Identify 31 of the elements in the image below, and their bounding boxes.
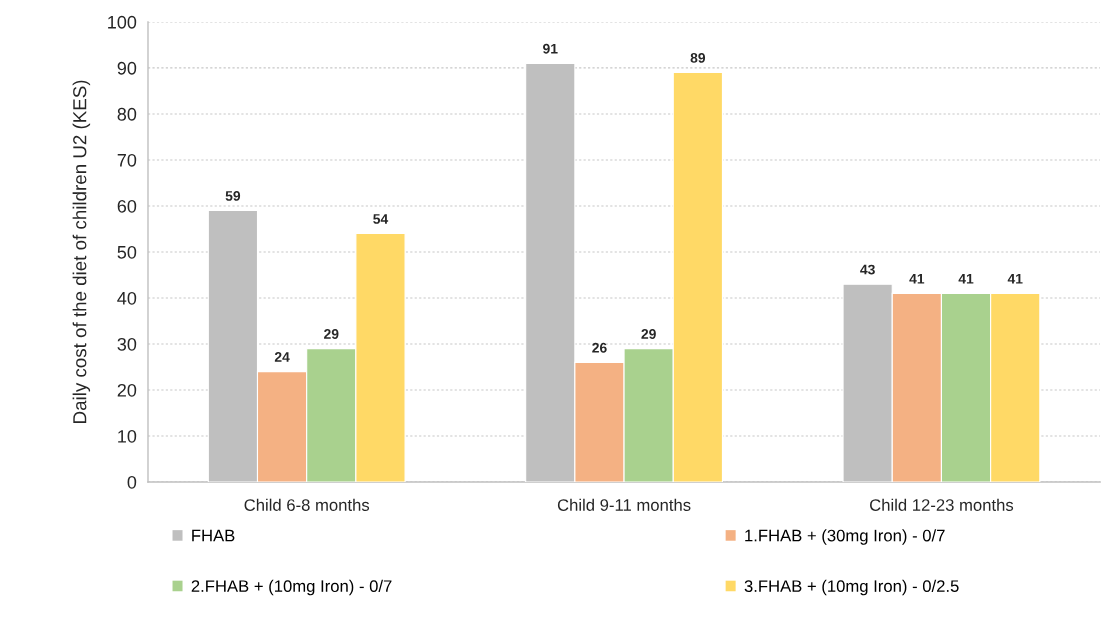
y-tick-label: 100	[108, 15, 137, 29]
data-label: 29	[324, 329, 339, 339]
data-label: 41	[958, 273, 974, 284]
x-tick-label: Child 12-23 months	[870, 498, 1014, 511]
y-tick-label: 40	[117, 291, 137, 305]
y-tick-label: 90	[117, 61, 137, 75]
legend-label: 1.FHAB + (30mg Iron) - 0/7	[745, 529, 945, 545]
data-label: 41	[909, 273, 925, 284]
data-label: 26	[592, 342, 607, 353]
y-tick-label: 30	[117, 337, 137, 351]
data-label: 91	[543, 43, 558, 54]
data-label: 54	[373, 214, 389, 224]
y-tick-label: 60	[117, 199, 137, 213]
y-tick-label: 0	[127, 475, 137, 489]
y-tick-label: 70	[117, 153, 137, 167]
y-tick-label: 10	[118, 429, 137, 443]
y-tick-label: 80	[117, 107, 137, 121]
legend-label: 2.FHAB + (10mg Iron) - 0/7	[191, 579, 392, 596]
y-axis-title: Daily cost of the diet of children U2 (KES)	[72, 80, 91, 423]
y-tick-label: 50	[117, 245, 137, 259]
x-tick-label: Child 9-11 months	[557, 498, 691, 511]
x-tick-label: Child 6-8 months	[244, 498, 370, 511]
data-label: 89	[690, 53, 706, 63]
data-label: 29	[641, 329, 656, 339]
legend-label: 3.FHAB + (10mg Iron) - 0/2.5	[744, 579, 959, 596]
data-label: 41	[1007, 273, 1023, 284]
y-tick-label: 20	[117, 383, 137, 397]
data-label: 24	[274, 352, 290, 362]
data-label: 43	[860, 264, 875, 275]
legend-label: FHAB	[192, 529, 235, 542]
data-label: 59	[225, 191, 241, 201]
